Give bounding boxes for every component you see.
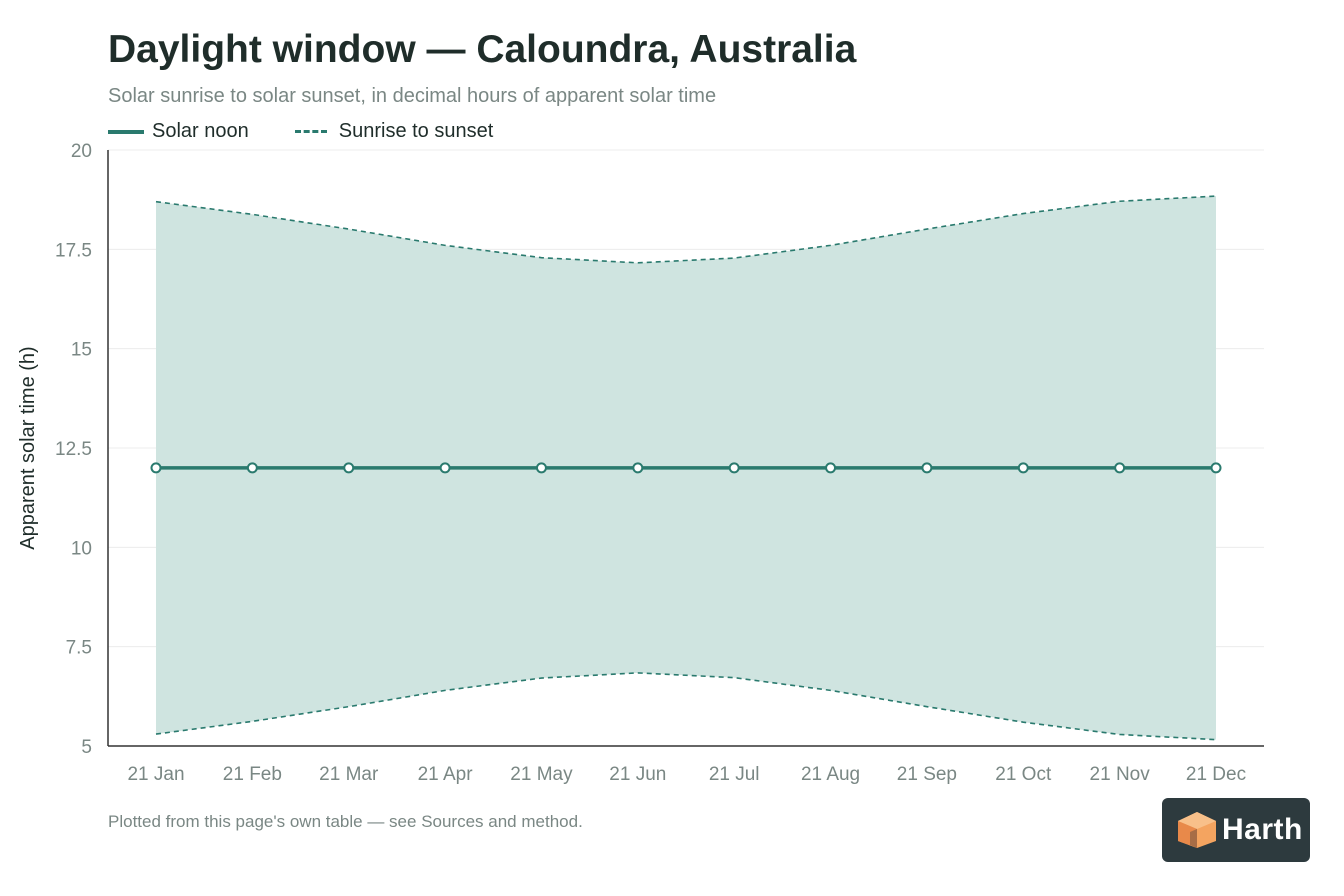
y-tick-label: 5 [81,737,92,758]
solar-noon-point [1210,462,1222,474]
x-tick-label: 21 May [510,764,573,785]
y-tick-label: 12.5 [55,439,92,460]
y-axis-label: Apparent solar time (h) [17,346,39,549]
chart-title: Daylight window — Caloundra, Australia [108,28,857,71]
solar-noon-point [246,462,258,474]
legend-label-solar-noon: Solar noon [152,120,249,142]
y-tick-label: 17.5 [55,240,92,261]
solar-noon-point [1017,462,1029,474]
y-tick-label: 15 [71,340,92,361]
x-tick-label: 21 Oct [995,764,1052,785]
solar-noon-point [1114,462,1126,474]
sunrise-line [155,672,1217,741]
x-tick-label: 21 Feb [223,764,282,785]
x-tick-label: 21 Jun [609,764,666,785]
legend-item-sunrise-sunset: Sunrise to sunset [294,120,494,143]
cube-logo-icon [1178,812,1216,848]
y-tick-label: 7.5 [66,638,92,659]
chart-legend: Solar noon Sunrise to sunset [108,120,539,143]
solar-noon-point [921,462,933,474]
solar-noon-point [150,462,162,474]
x-tick-label: 21 Jul [709,764,760,785]
legend-label-sunrise-sunset: Sunrise to sunset [338,120,494,142]
solar-noon-series [150,462,1222,474]
solar-noon-point [439,462,451,474]
y-tick-label: 20 [71,141,92,162]
y-tick-label: 10 [71,538,92,559]
x-tick-label: 21 Apr [418,764,474,785]
chart-subtitle: Solar sunrise to solar sunset, in decima… [108,85,717,107]
solar-noon-point [728,462,740,474]
x-tick-label: 21 Mar [319,764,379,785]
legend-solid-line-icon [108,129,144,134]
sunset-line [155,195,1217,264]
solar-noon-point [343,462,355,474]
solar-noon-point [535,462,547,474]
x-tick-label: 21 Dec [1186,764,1246,785]
harth-logo: Harth [1162,798,1310,862]
logo-wordmark: Harth [1222,813,1303,846]
x-tick-label: 21 Jan [127,764,184,785]
x-tick-label: 21 Aug [801,764,860,785]
y-axis-ticks: 5 7.5 10 12.5 15 17.5 20 [55,141,92,758]
x-tick-label: 21 Nov [1090,764,1151,785]
legend-dashed-line-icon [294,130,327,133]
chart-footnote: Plotted from this page's own table — see… [108,812,583,831]
solar-noon-point [825,462,837,474]
chart-axes [107,150,1264,747]
solar-noon-point [632,462,644,474]
x-axis-ticks: 21 Jan 21 Feb 21 Mar 21 Apr 21 May 21 Jun 21 J… [127,764,1246,785]
x-tick-label: 21 Sep [897,764,957,785]
legend-item-solar-noon: Solar noon [108,120,249,143]
